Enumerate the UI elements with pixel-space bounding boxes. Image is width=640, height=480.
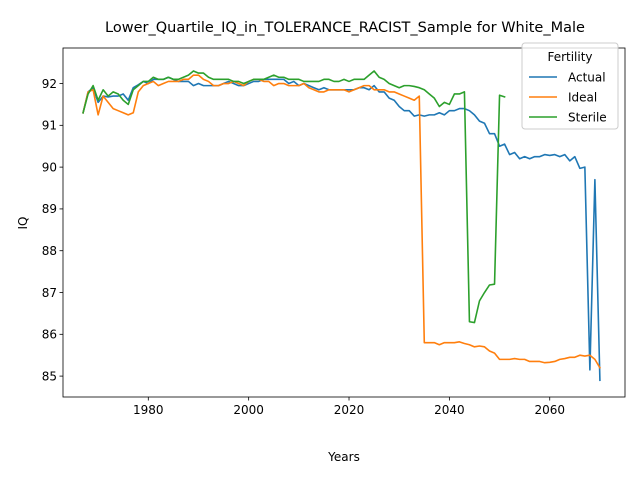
series-line-ideal [82,74,602,369]
x-tick-label: 2060 [534,403,565,417]
x-axis: 1980 2000 2020 2040 2060 [133,397,565,417]
x-axis-label: Years [327,450,360,464]
legend-title: Fertility [547,50,592,64]
y-tick-label: 91 [42,119,57,133]
y-tick-label: 89 [42,202,57,216]
y-tick-label: 88 [42,244,57,258]
legend: Fertility Actual Ideal Sterile [521,42,619,130]
series-line-sterile [82,70,506,324]
x-tick-label: 2040 [434,403,465,417]
y-axis: 85 86 87 88 89 90 91 92 [42,77,63,383]
plot-frame [62,47,626,398]
legend-label-ideal: Ideal [568,90,597,104]
x-tick-label: 2000 [233,403,264,417]
legend-box [521,42,619,130]
chart-title: Lower_Quartile_IQ_in_TOLERANCE_RACIST_Sa… [105,20,585,36]
legend-label-actual: Actual [568,70,606,84]
series-lines [82,70,602,382]
x-tick-label: 1980 [133,403,164,417]
y-tick-label: 86 [42,328,57,342]
y-tick-label: 87 [42,286,57,300]
y-tick-label: 85 [42,369,57,383]
legend-label-sterile: Sterile [568,110,607,124]
y-tick-label: 92 [42,77,57,91]
x-tick-label: 2020 [334,403,365,417]
y-axis-label: IQ [16,217,30,230]
y-tick-label: 90 [42,160,57,174]
